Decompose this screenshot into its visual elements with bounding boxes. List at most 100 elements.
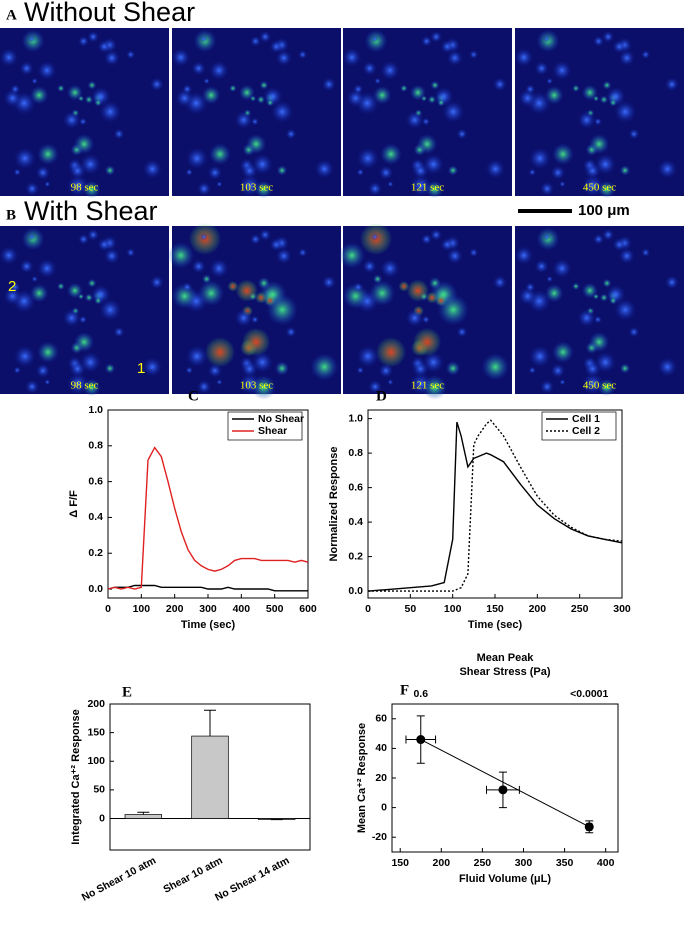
- cell: [485, 159, 506, 179]
- cell: [657, 159, 678, 179]
- cell: [78, 117, 88, 126]
- cell: [113, 128, 125, 140]
- cell: [421, 35, 433, 47]
- cell: [74, 331, 95, 353]
- x-tick-label: 350: [556, 857, 574, 869]
- cell: [597, 180, 616, 199]
- cell: [182, 84, 193, 95]
- cell: [274, 361, 290, 376]
- cell: [142, 159, 163, 179]
- cell: [271, 100, 294, 123]
- x-tick-label: 250: [474, 857, 492, 869]
- cell: [19, 259, 34, 274]
- cell: [657, 357, 678, 377]
- x-tick-label: 150: [391, 857, 409, 869]
- panel-title: Without Shear: [24, 0, 195, 27]
- cell: [0, 246, 19, 265]
- legend-label: Cell 2: [572, 425, 600, 437]
- cell: [602, 228, 615, 241]
- cell: [13, 366, 22, 374]
- y-tick-label: 0: [381, 801, 387, 813]
- cell: [13, 345, 36, 368]
- cell: [469, 248, 479, 258]
- cell: [664, 275, 679, 290]
- cell: [57, 282, 65, 291]
- x-tick-label: 500: [266, 603, 284, 615]
- cell: [87, 80, 97, 90]
- frame-time: 98 sec: [71, 182, 99, 194]
- cell: [356, 345, 379, 368]
- cell: [25, 379, 40, 394]
- cell: [298, 50, 308, 60]
- x-tick-label: 300: [515, 857, 533, 869]
- cell: [104, 165, 116, 176]
- cell: [540, 181, 555, 196]
- cell: [445, 361, 461, 376]
- cell: [126, 248, 136, 258]
- y-tick-label: 0.6: [88, 475, 103, 487]
- cell: [19, 61, 34, 76]
- cell: [421, 315, 431, 324]
- x-tick-label: No Shear 10 atm: [80, 855, 158, 904]
- cell: [368, 379, 383, 394]
- cell: [619, 363, 631, 374]
- cell: [371, 35, 379, 43]
- cell: [266, 98, 274, 107]
- cell: [285, 326, 297, 338]
- legend-label: Shear: [258, 425, 287, 437]
- cell: [37, 143, 59, 165]
- cell: [342, 48, 362, 67]
- cell: [619, 165, 631, 176]
- cell: [599, 293, 609, 302]
- y-tick-label: 50: [93, 784, 105, 796]
- plot-frame: [391, 703, 619, 853]
- cell: [405, 308, 424, 327]
- cell: [546, 77, 553, 85]
- cell: [227, 281, 239, 292]
- cell: [30, 284, 49, 303]
- x-tick-label: 150: [486, 603, 504, 615]
- cell: [255, 291, 267, 304]
- cell: [79, 351, 101, 373]
- cell: [171, 48, 191, 67]
- panel-letter: F: [400, 682, 409, 698]
- y-tick-label: 0.0: [88, 583, 103, 595]
- cell: [185, 168, 194, 176]
- plot-frame: [109, 703, 311, 851]
- series-line: [107, 446, 309, 590]
- cell: [203, 77, 210, 85]
- cell: [375, 337, 407, 368]
- cell: [25, 181, 40, 196]
- cell: [99, 100, 122, 123]
- cell: [353, 282, 364, 293]
- top-axis-label: Mean Peak: [477, 652, 535, 664]
- cell: [103, 247, 120, 265]
- cell: [572, 84, 580, 93]
- cell: [514, 246, 534, 265]
- cell: [446, 247, 463, 265]
- y-tick-label: 0.2: [88, 547, 103, 559]
- x-tick-label: 200: [529, 603, 547, 615]
- cell: [142, 357, 163, 377]
- cell: [251, 375, 276, 400]
- point: [584, 822, 594, 832]
- cell: [612, 40, 626, 54]
- cell: [597, 378, 616, 397]
- micrographs: 98 sec 103 sec 121 sec 450 sec 98 sec 103 sec…: [0, 28, 684, 400]
- cell: [78, 35, 90, 47]
- cell: [67, 84, 83, 101]
- panel-letter: D: [376, 388, 387, 404]
- cell: [492, 77, 507, 92]
- cell: [430, 30, 443, 43]
- y-axis-label: Integrated Ca⁺² Response: [70, 709, 82, 844]
- cell: [266, 294, 298, 326]
- panel-letter: B: [6, 207, 16, 223]
- cell: [298, 248, 308, 258]
- cell: [202, 274, 212, 284]
- y-tick-label: 1.0: [348, 412, 363, 424]
- cell: [200, 35, 208, 43]
- cell: [456, 128, 468, 140]
- cell: [552, 143, 574, 165]
- cell: [197, 181, 212, 196]
- cell: [371, 233, 379, 241]
